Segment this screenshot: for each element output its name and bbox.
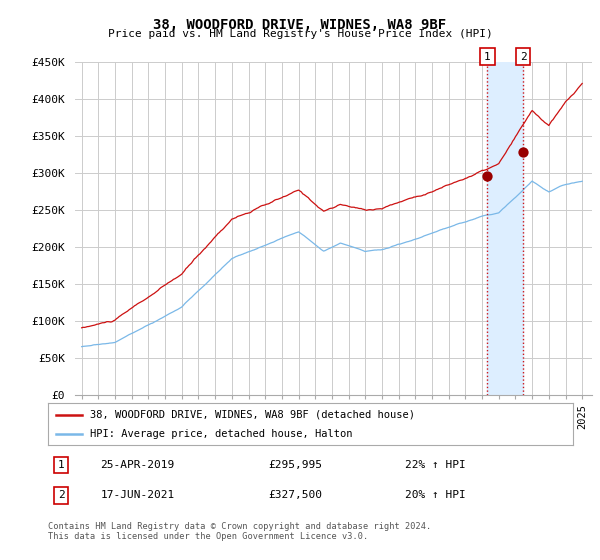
Point <box>518 148 528 157</box>
Text: 20% ↑ HPI: 20% ↑ HPI <box>405 491 466 501</box>
Text: 17-JUN-2021: 17-JUN-2021 <box>101 491 175 501</box>
Text: 38, WOODFORD DRIVE, WIDNES, WA8 9BF: 38, WOODFORD DRIVE, WIDNES, WA8 9BF <box>154 18 446 32</box>
Text: 1: 1 <box>484 52 491 62</box>
Text: 2: 2 <box>520 52 527 62</box>
Bar <box>487 62 523 395</box>
Text: Contains HM Land Registry data © Crown copyright and database right 2024.
This d: Contains HM Land Registry data © Crown c… <box>48 522 431 542</box>
Text: 22% ↑ HPI: 22% ↑ HPI <box>405 460 466 470</box>
Text: £327,500: £327,500 <box>269 491 323 501</box>
Text: 38, WOODFORD DRIVE, WIDNES, WA8 9BF (detached house): 38, WOODFORD DRIVE, WIDNES, WA8 9BF (det… <box>90 409 415 419</box>
Text: £295,995: £295,995 <box>269 460 323 470</box>
Text: 25-APR-2019: 25-APR-2019 <box>101 460 175 470</box>
Text: Price paid vs. HM Land Registry's House Price Index (HPI): Price paid vs. HM Land Registry's House … <box>107 29 493 39</box>
Text: 2: 2 <box>58 491 65 501</box>
Text: 1: 1 <box>58 460 65 470</box>
Point <box>482 171 492 180</box>
Text: HPI: Average price, detached house, Halton: HPI: Average price, detached house, Halt… <box>90 429 353 439</box>
